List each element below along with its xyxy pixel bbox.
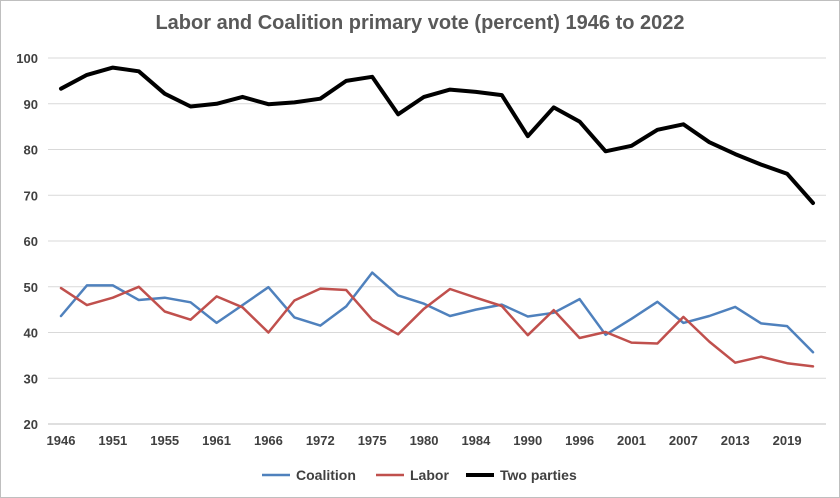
x-tick-label: 1961 <box>202 433 231 448</box>
x-tick-label: 2007 <box>669 433 698 448</box>
series-line-coalition <box>59 271 815 354</box>
x-tick-label: 1946 <box>47 433 76 448</box>
y-tick-label: 20 <box>24 417 38 432</box>
legend-label: Coalition <box>296 467 356 483</box>
y-tick-label: 40 <box>24 326 38 341</box>
x-tick-label: 2013 <box>721 433 750 448</box>
x-tick-label: 1966 <box>254 433 283 448</box>
x-tick-label: 1990 <box>513 433 542 448</box>
chart-title: Labor and Coalition primary vote (percen… <box>155 12 685 34</box>
y-tick-label: 80 <box>24 143 38 158</box>
x-tick-label: 1975 <box>358 433 387 448</box>
series-line-two-parties <box>59 65 815 205</box>
y-tick-label: 60 <box>24 234 38 249</box>
x-tick-label: 1951 <box>98 433 127 448</box>
y-tick-label: 70 <box>24 188 38 203</box>
y-tick-label: 90 <box>24 97 38 112</box>
x-tick-label: 1955 <box>150 433 179 448</box>
x-tick-label: 1980 <box>410 433 439 448</box>
x-tick-label: 1996 <box>565 433 594 448</box>
x-tick-label: 1972 <box>306 433 335 448</box>
series-line-labor <box>59 285 815 368</box>
x-tick-label: 2001 <box>617 433 646 448</box>
x-tick-label: 1984 <box>461 433 491 448</box>
y-tick-label: 100 <box>16 51 38 66</box>
y-tick-label: 50 <box>24 280 38 295</box>
legend-label: Labor <box>410 467 449 483</box>
x-tick-label: 2019 <box>773 433 802 448</box>
legend-label: Two parties <box>500 467 577 483</box>
y-tick-label: 30 <box>24 371 38 386</box>
